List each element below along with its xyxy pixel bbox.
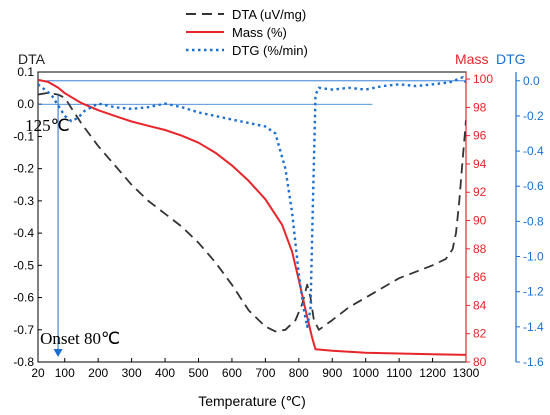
series-group — [38, 76, 466, 356]
x-tick-label: 1300 — [453, 366, 480, 380]
dta-tick-label: -0.7 — [13, 323, 34, 337]
axes-frame: 20 100 200 300 400 500 600 700 800 900 1000 1100 120… — [13, 65, 544, 380]
x-tick-label: 300 — [122, 366, 142, 380]
annotations: 125℃ Onset 80℃ — [25, 94, 120, 357]
mass-tick-label: 88 — [473, 242, 487, 256]
onset-arrow-icon — [53, 349, 63, 357]
x-tick-label: 200 — [88, 366, 108, 380]
dta-tick-label: -0.2 — [13, 162, 34, 176]
annotation-label: 125℃ — [25, 116, 70, 135]
series-line-dtg — [38, 76, 466, 328]
guide-lines — [38, 80, 466, 105]
mass-tick-label: 96 — [473, 129, 487, 143]
dta-tick-label: -0.6 — [13, 291, 34, 305]
dtg-tick-label: -1.4 — [523, 320, 544, 334]
x-axis-label: Temperature (℃) — [198, 393, 306, 409]
dta-tick-label: 0.0 — [17, 97, 34, 111]
x-tick-label: 600 — [222, 366, 242, 380]
mass-axis-label: Mass — [455, 51, 488, 67]
mass-tick-label: 98 — [473, 100, 487, 114]
series-line-dta — [38, 92, 466, 333]
x-tick-label: 1200 — [419, 366, 446, 380]
dtg-tick-label: -0.2 — [523, 109, 544, 123]
dtg-tick-label: -1.2 — [523, 285, 544, 299]
x-tick-label: 500 — [188, 366, 208, 380]
annotation-label: Onset 80℃ — [40, 329, 120, 348]
x-tick-label: 900 — [322, 366, 342, 380]
x-tick-label: 1000 — [352, 366, 379, 380]
mass-tick-label: 100 — [473, 72, 493, 86]
dtg-tick-label: 0.0 — [523, 74, 540, 88]
dtg-tick-label: -1.0 — [523, 250, 544, 264]
x-tick-label: 20 — [31, 366, 45, 380]
dta-tick-label: -0.3 — [13, 194, 34, 208]
chart-legend: DTA (uV/mg) Mass (%) DTG (%/min) — [186, 7, 308, 58]
legend-label: Mass (%) — [232, 25, 287, 40]
dta-tick-label: 0.1 — [17, 65, 34, 79]
dtg-tick-label: -0.6 — [523, 179, 544, 193]
dta-tick-label: -0.1 — [13, 129, 34, 143]
dta-tick-label: -0.5 — [13, 258, 34, 272]
mass-tick-label: 80 — [473, 355, 487, 369]
dtg-axis-label: DTG — [496, 51, 526, 67]
plot-frame — [37, 71, 467, 363]
dtg-tick-label: -0.4 — [523, 144, 544, 158]
legend-label: DTG (%/min) — [232, 43, 308, 58]
mass-tick-label: 94 — [473, 157, 487, 171]
mass-tick-label: 86 — [473, 270, 487, 284]
mass-tick-label: 90 — [473, 214, 487, 228]
dta-tick-label: -0.8 — [13, 355, 34, 369]
legend-label: DTA (uV/mg) — [232, 7, 306, 22]
mass-tick-label: 84 — [473, 298, 487, 312]
x-tick-label: 400 — [155, 366, 175, 380]
x-tick-label: 1100 — [386, 366, 412, 380]
x-tick-label: 800 — [289, 366, 309, 380]
series-line-mass — [38, 78, 466, 356]
mass-tick-label: 82 — [473, 327, 487, 341]
x-tick-label: 100 — [55, 366, 75, 380]
dta-tick-label: -0.4 — [13, 226, 34, 240]
mass-tick-label: 92 — [473, 185, 487, 199]
dtg-tick-label: -1.6 — [523, 355, 544, 369]
x-tick-label: 700 — [255, 366, 275, 380]
dtg-tick-label: -0.8 — [523, 214, 544, 228]
dta-axis-label: DTA — [18, 51, 46, 67]
